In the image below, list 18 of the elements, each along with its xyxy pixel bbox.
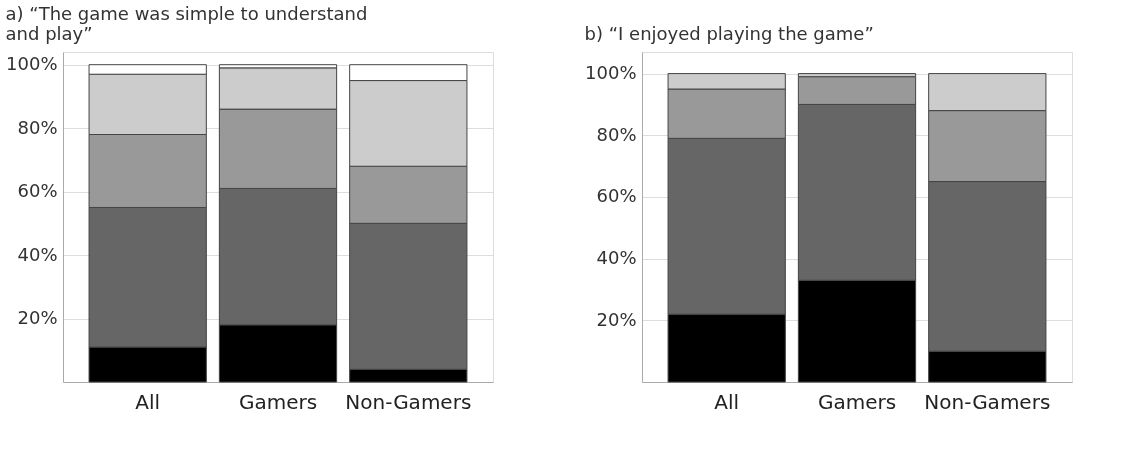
x-tick-label: Non-Gamers [924, 389, 1051, 414]
y-tick-label: 20% [17, 307, 58, 329]
y-tick-label: 40% [17, 243, 58, 265]
x-tick-label: Gamers [238, 389, 318, 414]
y-tick-label: 60% [596, 185, 637, 207]
y-tick-label: 40% [596, 247, 637, 269]
y-tick-label: 80% [17, 116, 58, 138]
x-tick-label: All [135, 389, 161, 414]
chart-title: b) “I enjoyed playing the game” [584, 23, 874, 44]
x-tick-label: Gamers [817, 389, 897, 414]
x-tick-label: Non-Gamers [345, 389, 472, 414]
y-tick-label: 20% [596, 308, 637, 330]
y-tick-label: 100% [585, 62, 637, 84]
y-tick-label: 60% [17, 180, 58, 202]
x-tick-label: All [714, 389, 740, 414]
y-tick-label: 80% [596, 123, 637, 145]
chart-title: a) “The game was simple to understand and play” [5, 3, 368, 44]
y-tick-label: 100% [6, 53, 58, 75]
